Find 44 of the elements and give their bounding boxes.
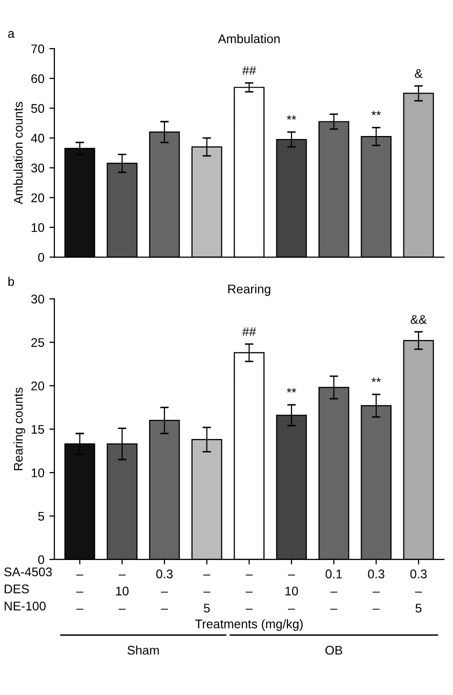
y-axis-title: Ambulation counts <box>14 102 23 204</box>
y-tick-label: 70 <box>31 44 44 54</box>
chart-title: Rearing <box>228 284 270 296</box>
category-label: – – – <box>76 574 84 610</box>
y-tick-label: 15 <box>32 425 44 434</box>
category-label: – – 5 <box>203 574 210 613</box>
y-tick-label: 10 <box>32 223 44 232</box>
text: NE-100 <box>4 602 46 610</box>
y-tick-label: 10 <box>32 468 44 478</box>
category-label: 0.1 – – <box>326 570 342 610</box>
category-label: 0.3 – – <box>156 570 173 610</box>
data-label: ** <box>372 378 381 382</box>
category-label: – – – <box>246 574 253 610</box>
data-label: ** <box>286 388 296 392</box>
data-label: ** <box>372 110 381 116</box>
y-tick-label: 0 <box>38 555 44 564</box>
y-tick-label: 20 <box>31 382 44 390</box>
x-tick-label: 0.3 – 5 <box>410 570 427 613</box>
y-tick-label: 50 <box>31 104 44 113</box>
text: DES <box>4 584 29 594</box>
y-tick-label: 20 <box>31 193 44 202</box>
y-tick-label: 0 <box>38 252 44 262</box>
data-label: & <box>414 69 423 78</box>
data-label: ## <box>242 66 256 75</box>
x-tick-label: – 10 – <box>116 574 129 610</box>
data-label: ** <box>286 115 296 120</box>
y-tick-label: 25 <box>31 338 44 347</box>
chart-title: Ambulation <box>218 34 280 44</box>
y-axis-title: Rearing counts <box>14 388 26 470</box>
text: OB <box>325 646 342 655</box>
y-tick-label: 30 <box>31 164 44 172</box>
y-tick-label: 60 <box>31 74 44 84</box>
text: Sham <box>128 645 159 655</box>
y-tick-label: 40 <box>31 134 44 143</box>
text: SA-4503 <box>4 567 52 576</box>
text: a <box>8 30 15 38</box>
y-tick-label: 30 <box>31 294 44 304</box>
x-tick-label: – 10 – <box>286 574 298 610</box>
data-label: ## <box>242 327 256 336</box>
text: b <box>8 276 14 286</box>
y-tick-label: 5 <box>38 512 44 521</box>
category-label: 0.3 – – <box>368 570 384 610</box>
x-axis-title: Treatments (mg/kg) <box>195 619 303 631</box>
data-label: && <box>410 315 427 324</box>
